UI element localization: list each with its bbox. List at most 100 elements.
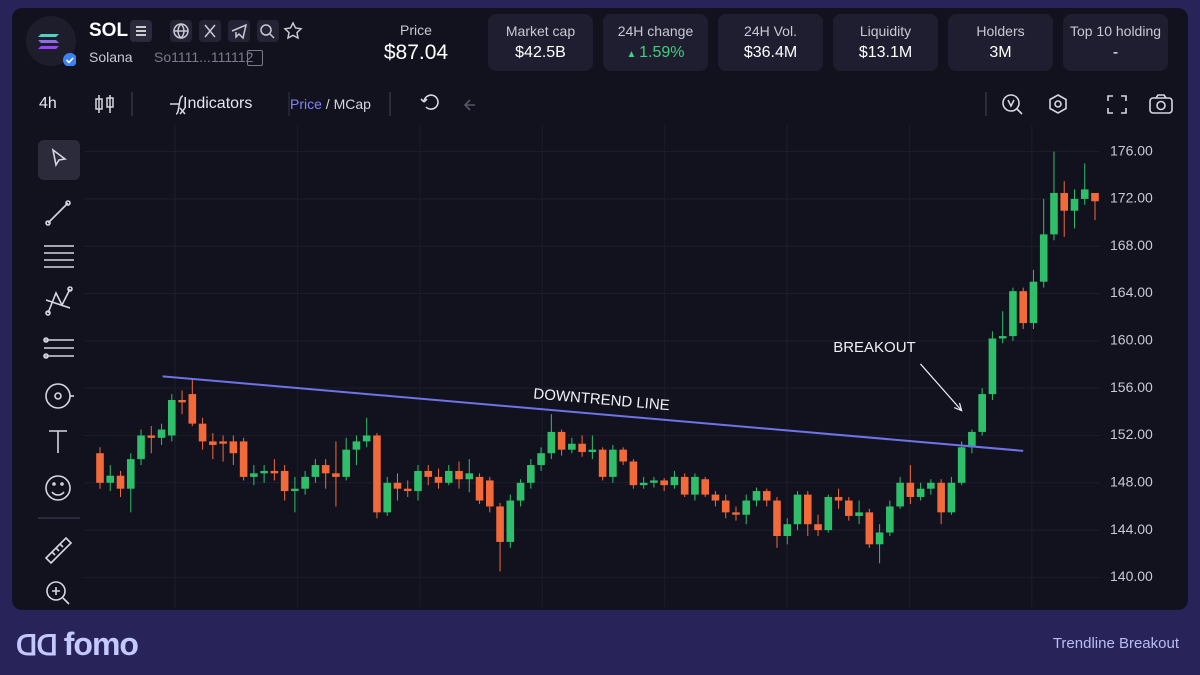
- price: $87.04: [383, 41, 449, 64]
- caption: Trendline Breakout: [1052, 635, 1179, 652]
- candle-body: [301, 476, 309, 489]
- price-label: Price: [400, 22, 432, 38]
- copy-icon[interactable]: [247, 50, 263, 66]
- stat-value: -: [1112, 44, 1119, 61]
- stat-box: Top 10 holding -: [1063, 14, 1168, 71]
- candle-body: [1080, 189, 1089, 199]
- stat-value: $42.5B: [515, 44, 566, 61]
- candle-body: [680, 476, 689, 495]
- stat-value: 3M: [989, 44, 1012, 61]
- candle-body: [1009, 291, 1017, 337]
- candle-body: [998, 336, 1007, 339]
- stat-box: Liquidity $13.1M: [833, 14, 938, 71]
- candle-body: [537, 453, 545, 466]
- candle-body: [342, 449, 350, 477]
- candle-body: [96, 453, 104, 483]
- candle-body: [557, 431, 566, 450]
- candle-body: [752, 491, 761, 501]
- y-tick-label: 172.00: [1110, 190, 1153, 206]
- candle-body: [373, 435, 381, 513]
- annotation: BREAKOUT: [833, 339, 916, 356]
- candle-body: [988, 338, 997, 395]
- price-mcap[interactable]: Price / MCap: [290, 96, 371, 112]
- candle-body: [465, 473, 474, 480]
- candle-body: [762, 491, 771, 501]
- candle-body: [414, 470, 422, 492]
- trendline: [162, 375, 1024, 452]
- candle-body: [147, 435, 156, 438]
- stat-label: Liquidity: [859, 23, 912, 39]
- price-toggle[interactable]: Price: [290, 96, 322, 112]
- candle-body: [711, 494, 720, 501]
- candle-body: [906, 482, 915, 497]
- social-icons: [170, 20, 303, 42]
- y-tick-label: 176.00: [1110, 142, 1153, 158]
- candle-body: [157, 429, 166, 438]
- candle-body: [660, 480, 668, 486]
- interval[interactable]: 4h: [39, 95, 57, 112]
- token-logo: [26, 16, 77, 67]
- candle-body: [424, 470, 433, 477]
- candle-body: [352, 441, 361, 450]
- candle-body: [506, 500, 515, 542]
- candle-body: [609, 449, 617, 477]
- candle-body: [845, 500, 853, 516]
- candle-body: [496, 506, 504, 542]
- candle-body: [178, 399, 186, 403]
- mcap-toggle[interactable]: MCap: [333, 96, 371, 112]
- candle-body: [568, 443, 576, 450]
- stat-value: $13.1M: [858, 44, 913, 61]
- candle-body: [721, 500, 730, 513]
- candle-body: [824, 496, 833, 531]
- candle-body: [291, 488, 299, 492]
- candle-body: [691, 476, 699, 495]
- candle-body: [311, 465, 320, 477]
- candle-body: [444, 470, 453, 483]
- candle-body: [927, 482, 935, 489]
- candle-body: [280, 470, 289, 492]
- stat-box: Holders 3M: [948, 14, 1053, 71]
- candle-body: [332, 473, 340, 477]
- candle-body: [1091, 192, 1099, 202]
- candle-body: [485, 480, 494, 507]
- separator: /: [321, 96, 334, 112]
- y-tick-label: 152.00: [1110, 426, 1153, 442]
- candle-body: [978, 394, 986, 432]
- candle-body: [793, 494, 802, 525]
- candle-body: [547, 431, 556, 454]
- stat-box: 24H change ▲ 1.59%: [603, 14, 708, 71]
- y-tick-label: 144.00: [1110, 521, 1153, 537]
- menu-icon[interactable]: [130, 20, 152, 42]
- symbol: SOL: [89, 20, 129, 41]
- indicators[interactable]: Indicators: [183, 95, 253, 112]
- candle-body: [629, 461, 638, 486]
- panel: SOL Solana So1111...111112 Price $87.04 …: [12, 8, 1188, 610]
- stat-label: Holders: [976, 23, 1025, 39]
- candle-body: [393, 482, 402, 489]
- arrow-head: [954, 402, 963, 412]
- candle-body: [270, 470, 279, 474]
- candle-body: [1050, 192, 1058, 235]
- candle-body: [250, 473, 258, 477]
- stat-box: Market cap $42.5B: [488, 14, 593, 71]
- stat-value: $36.4M: [743, 44, 798, 61]
- token-name: Solana: [89, 49, 133, 65]
- candle-body: [1039, 234, 1048, 282]
- brand-name: fomo: [63, 626, 139, 662]
- candle-body: [188, 394, 197, 424]
- address[interactable]: So1111...111112: [154, 49, 254, 65]
- candle-body: [219, 441, 227, 444]
- stat-box: 24H Vol. $36.4M: [718, 14, 823, 71]
- candle-body: [783, 524, 792, 537]
- stat-label: 24H Vol.: [744, 23, 797, 39]
- stat-label: Market cap: [505, 23, 576, 39]
- candle-body: [260, 470, 268, 474]
- candle-body: [527, 465, 535, 483]
- candle-body: [229, 441, 238, 454]
- candle-body: [1060, 192, 1069, 211]
- candle-body: [650, 480, 658, 483]
- candle-body: [639, 482, 648, 486]
- candle-body: [875, 532, 884, 545]
- brand: ᗡᗡ fomo: [16, 626, 139, 663]
